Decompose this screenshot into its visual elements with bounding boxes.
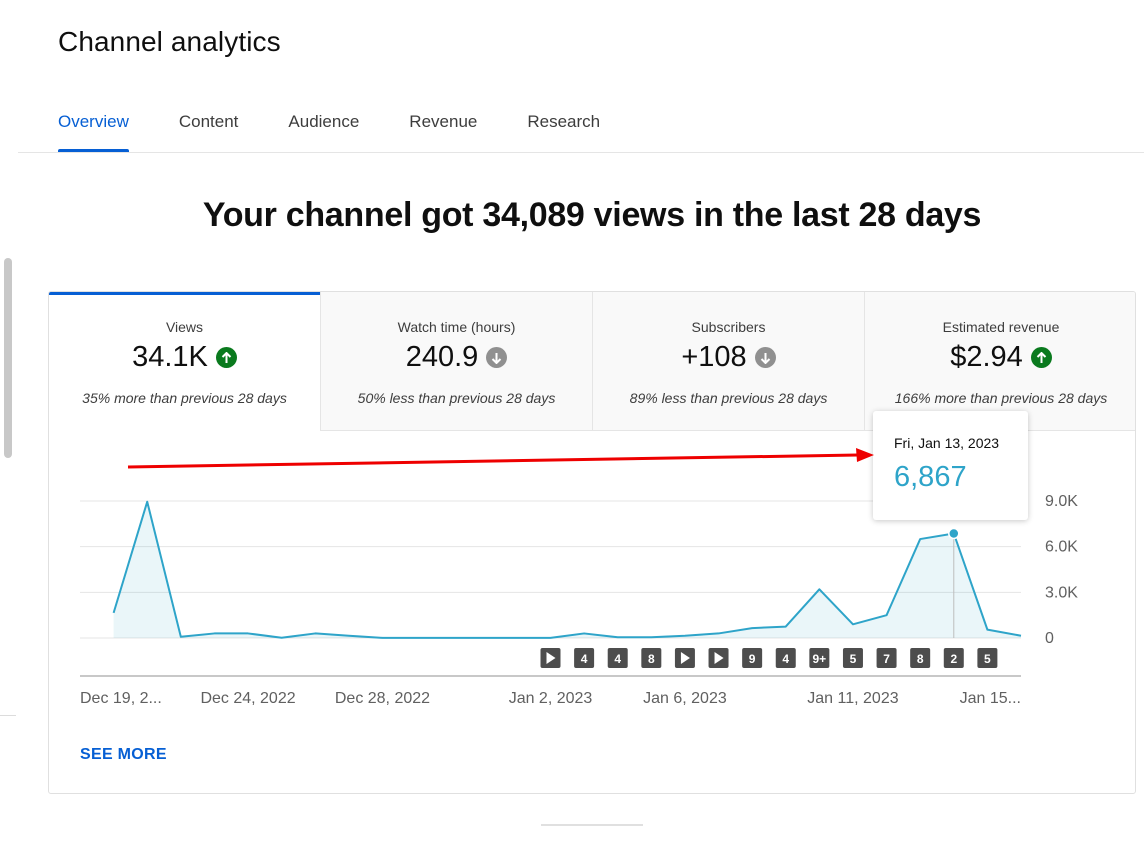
metric-label: Subscribers <box>691 319 766 335</box>
see-more-button[interactable]: SEE MORE <box>80 746 167 763</box>
metric-comparison: 35% more than previous 28 days <box>82 390 287 406</box>
views-line <box>112 500 1022 639</box>
views-area <box>113 501 1022 638</box>
divider <box>541 824 643 826</box>
metric-value-row: +108 <box>593 341 864 374</box>
arrow-down-icon <box>754 347 776 368</box>
metric-comparison: 89% less than previous 28 days <box>629 390 828 406</box>
metric-tabs: Views 34.1K 35% more than previous 28 da… <box>49 292 1135 431</box>
video-marker-label: 4 <box>581 652 588 666</box>
video-marker <box>977 648 998 668</box>
x-tick-label: Jan 15... <box>960 690 1021 707</box>
scrollbar-thumb[interactable] <box>4 258 12 458</box>
metric-tab-subscribers[interactable]: Subscribers +108 89% less than previous … <box>593 292 865 431</box>
y-tick-label: 0 <box>1045 630 1054 647</box>
y-tick-label: 6.0K <box>1045 539 1078 556</box>
x-tick-label: Dec 28, 2022 <box>335 690 430 707</box>
video-marker-label: 4 <box>782 652 789 666</box>
tab-content[interactable]: Content <box>178 112 239 131</box>
x-tick-label: Dec 24, 2022 <box>200 690 295 707</box>
metric-tab-watch-time[interactable]: Watch time (hours) 240.9 50% less than p… <box>321 292 593 431</box>
x-tick-label: Dec 19, 2... <box>80 690 162 707</box>
arrow-up-icon <box>1030 347 1052 368</box>
video-marker <box>876 648 897 668</box>
video-marker-label: 4 <box>614 652 621 666</box>
video-marker <box>910 648 931 668</box>
play-icon <box>546 652 556 664</box>
metric-comparison: 166% more than previous 28 days <box>894 390 1108 406</box>
y-tick-label: 9.0K <box>1045 493 1078 510</box>
page-title: Channel analytics <box>58 26 281 57</box>
video-marker-label: 8 <box>648 652 655 666</box>
video-marker-label: 8 <box>917 652 924 666</box>
metric-tab-revenue[interactable]: Estimated revenue $2.94 166% more than p… <box>865 292 1135 431</box>
video-marker <box>742 648 763 668</box>
metric-value: 240.9 <box>405 341 479 373</box>
metric-label: Estimated revenue <box>942 319 1060 335</box>
video-marker <box>809 648 830 668</box>
divider <box>0 715 16 716</box>
arrow-down-icon <box>486 347 508 368</box>
highlight-point <box>948 527 960 540</box>
metric-value: 34.1K <box>132 341 208 373</box>
metric-value-row: 34.1K <box>49 341 320 374</box>
video-marker <box>574 648 595 668</box>
metric-value-row: $2.94 <box>865 341 1135 374</box>
video-marker-label: 9 <box>749 652 756 666</box>
views-chart[interactable]: 9.0K 6.0K 3.0K 0 4 4 8 9 4 9+ 5 7 8 2 5 Dec 19, 2... Dec… <box>49 292 1136 794</box>
analytics-tabs: Overview Content Audience Revenue Resear… <box>58 110 650 152</box>
video-marker-label: 5 <box>984 652 991 666</box>
tab-audience[interactable]: Audience <box>288 112 360 131</box>
play-icon <box>714 652 724 664</box>
metric-tab-views[interactable]: Views 34.1K 35% more than previous 28 da… <box>49 292 321 431</box>
metric-value: $2.94 <box>950 341 1023 373</box>
video-marker-label: 7 <box>883 652 890 666</box>
video-marker <box>641 648 662 668</box>
metric-comparison: 50% less than previous 28 days <box>357 390 556 406</box>
tab-overview[interactable]: Overview <box>58 110 129 152</box>
x-tick-label: Jan 6, 2023 <box>643 690 727 707</box>
video-marker-label: 9+ <box>813 652 827 666</box>
video-marker <box>943 648 964 668</box>
video-marker <box>775 648 796 668</box>
arrow-up-icon <box>215 347 237 368</box>
analytics-card: Views 34.1K 35% more than previous 28 da… <box>48 291 1136 794</box>
tooltip-value: 6,867 <box>894 461 967 493</box>
video-marker-label: 5 <box>850 652 857 666</box>
video-marker <box>607 648 628 668</box>
x-tick-label: Jan 11, 2023 <box>807 690 898 707</box>
tabs-divider <box>18 152 1144 153</box>
x-tick-label: Jan 2, 2023 <box>509 690 593 707</box>
y-tick-label: 3.0K <box>1045 584 1078 601</box>
tab-research[interactable]: Research <box>527 112 601 131</box>
video-marker-label: 2 <box>950 652 957 666</box>
metric-label: Views <box>165 319 204 335</box>
tooltip-date: Fri, Jan 13, 2023 <box>894 435 1000 451</box>
summary-headline: Your channel got 34,089 views in the las… <box>202 196 982 234</box>
play-icon <box>680 652 690 664</box>
metric-value: +108 <box>681 341 747 373</box>
metric-label: Watch time (hours) <box>397 319 516 335</box>
tab-revenue[interactable]: Revenue <box>409 112 478 131</box>
chart-tooltip: Fri, Jan 13, 2023 6,867 <box>873 411 1028 520</box>
video-marker <box>842 648 863 668</box>
metric-value-row: 240.9 <box>321 341 592 374</box>
